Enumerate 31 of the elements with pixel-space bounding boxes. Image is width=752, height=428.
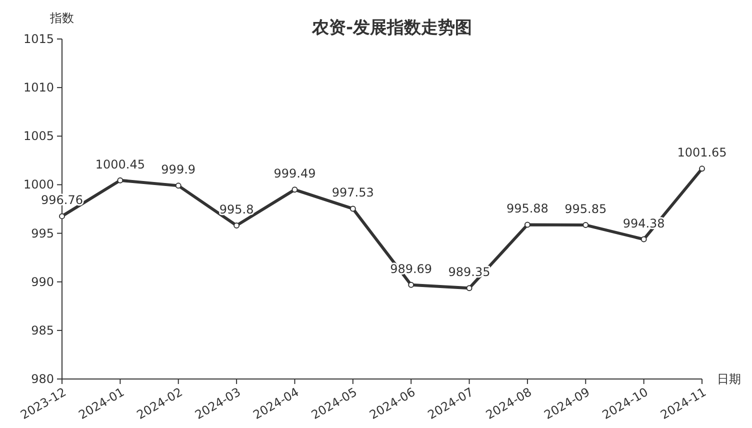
- data-label: 995.85: [564, 202, 607, 216]
- point: [408, 282, 414, 288]
- point: [699, 166, 705, 172]
- point: [175, 182, 182, 189]
- x-axis-title: 日期: [717, 372, 741, 386]
- point: [234, 222, 240, 229]
- point: [292, 186, 298, 193]
- y-tick-label: 1005: [23, 129, 54, 144]
- data-label: 1001.65: [677, 146, 727, 160]
- y-tick-label: 1015: [23, 32, 54, 46]
- y-tick-label: 1010: [23, 80, 54, 95]
- y-tick-label: 980: [31, 372, 54, 386]
- data-label: 999.49: [274, 166, 316, 181]
- point: [350, 206, 356, 212]
- chart-title: 农资-发展指数走势图: [310, 18, 472, 38]
- data-label: 995.88: [506, 202, 548, 216]
- point: [582, 222, 589, 228]
- y-axis-title: 指数: [49, 11, 74, 25]
- point: [640, 236, 647, 242]
- point: [59, 213, 65, 220]
- y-tick-label: 1000: [23, 178, 54, 192]
- y-tick-label: 985: [31, 323, 54, 338]
- point: [117, 177, 124, 184]
- y-tick-label: 995: [31, 226, 54, 240]
- point: [466, 285, 472, 292]
- y-tick-label: 990: [31, 274, 54, 289]
- point: [524, 222, 530, 228]
- data-label: 1000.45: [95, 157, 145, 172]
- data-label: 997.53: [332, 186, 374, 200]
- data-label: 995.8: [219, 202, 254, 217]
- data-label: 999.9: [161, 162, 196, 177]
